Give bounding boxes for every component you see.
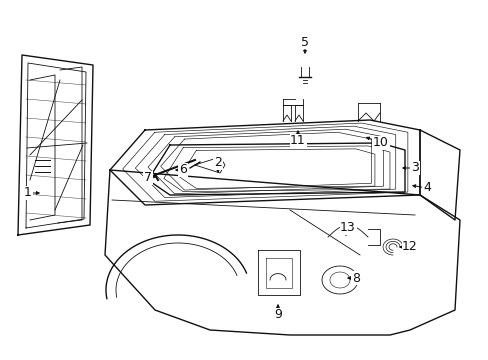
Text: 11: 11: [289, 135, 305, 148]
Text: 1: 1: [24, 186, 32, 199]
Text: 13: 13: [340, 221, 355, 234]
Text: 6: 6: [179, 163, 186, 176]
Text: 12: 12: [401, 240, 417, 253]
Text: 9: 9: [273, 309, 282, 321]
Text: 4: 4: [422, 181, 430, 194]
Text: 8: 8: [351, 271, 359, 284]
Text: 7: 7: [143, 171, 152, 184]
Text: 3: 3: [410, 162, 418, 175]
Text: 2: 2: [214, 157, 222, 170]
Text: 10: 10: [372, 136, 388, 149]
Text: 5: 5: [301, 36, 308, 49]
